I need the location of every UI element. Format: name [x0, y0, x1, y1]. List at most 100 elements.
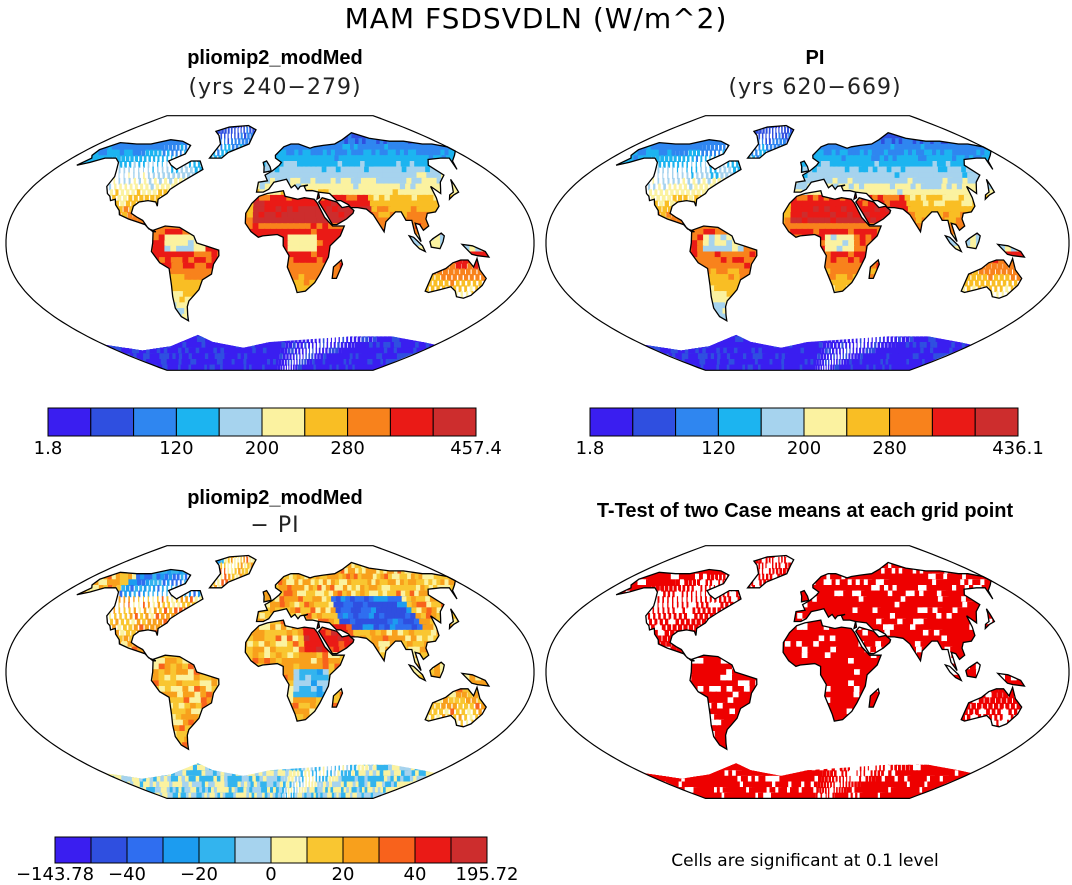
grid-cell	[328, 347, 332, 355]
grid-cell	[160, 183, 165, 191]
grid-cell	[37, 201, 40, 208]
grid-cell	[340, 234, 348, 242]
grid-cell	[258, 257, 266, 264]
grid-cell	[314, 127, 324, 134]
grid-cell	[444, 291, 447, 298]
grid-cell	[325, 132, 335, 140]
grid-cell	[194, 308, 203, 315]
grid-cell	[241, 262, 248, 270]
grid-cell	[218, 166, 223, 174]
grid-cell	[318, 149, 327, 157]
grid-cell	[298, 125, 307, 129]
grid-cell	[70, 167, 74, 174]
grid-cell	[275, 206, 283, 213]
grid-cell	[182, 291, 192, 298]
grid-cell	[746, 127, 750, 134]
grid-cell	[270, 313, 276, 321]
grid-cell	[310, 228, 318, 236]
grid-cell	[316, 183, 325, 191]
grid-cell	[684, 149, 688, 157]
grid-cell	[158, 251, 166, 259]
grid-cell	[252, 251, 260, 259]
grid-cell	[493, 235, 500, 242]
grid-cell	[458, 200, 469, 208]
grid-cell	[427, 319, 431, 327]
grid-cell	[784, 132, 788, 140]
grid-cell	[442, 200, 452, 208]
grid-cell	[235, 217, 242, 225]
grid-cell	[788, 172, 794, 179]
grid-cell	[167, 211, 173, 219]
grid-cell	[76, 274, 80, 281]
grid-cell	[308, 330, 312, 338]
grid-cell	[184, 155, 186, 162]
grid-cell	[391, 336, 397, 344]
grid-cell	[828, 155, 836, 162]
grid-cell	[204, 319, 213, 327]
grid-cell	[252, 240, 260, 247]
grid-cell	[472, 177, 485, 185]
grid-cell	[866, 127, 877, 134]
grid-cell	[334, 330, 336, 338]
grid-cell	[66, 257, 74, 264]
grid-cell	[817, 125, 824, 129]
grid-cell	[290, 364, 292, 371]
grid-cell	[214, 200, 221, 208]
grid-cell	[109, 285, 119, 293]
grid-cell	[184, 330, 194, 338]
grid-cell	[281, 127, 288, 134]
grid-cell	[265, 166, 271, 174]
grid-cell	[405, 206, 414, 213]
grid-cell	[195, 268, 203, 276]
grid-cell	[377, 313, 380, 321]
grid-cell	[299, 370, 303, 377]
grid-cell	[276, 132, 282, 140]
grid-cell	[346, 291, 351, 298]
grid-cell	[499, 291, 500, 298]
grid-cell	[284, 319, 289, 327]
grid-cell	[185, 206, 192, 213]
grid-cell	[492, 285, 494, 292]
grid-cell	[415, 183, 426, 191]
grid-cell	[270, 206, 277, 213]
grid-cell	[381, 251, 388, 259]
grid-cell	[311, 302, 317, 310]
grid-cell	[264, 211, 271, 219]
grid-cell	[232, 166, 237, 174]
grid-cell	[504, 274, 508, 281]
grid-cell	[201, 138, 204, 145]
grid-cell	[254, 296, 261, 304]
grid-cell	[83, 172, 86, 179]
grid-cell	[134, 206, 140, 213]
grid-cell	[123, 206, 129, 213]
grid-cell	[301, 359, 304, 366]
grid-cell	[477, 177, 489, 185]
grid-cell	[287, 228, 295, 236]
grid-cell	[151, 279, 161, 287]
grid-cell	[839, 138, 847, 145]
grid-cell	[121, 342, 137, 349]
grid-cell	[263, 132, 268, 140]
grid-cell	[188, 291, 197, 298]
grid-cell	[843, 132, 851, 140]
grid-cell	[211, 370, 223, 377]
grid-cell	[894, 172, 904, 179]
grid-cell	[320, 127, 330, 134]
grid-cell	[354, 319, 357, 327]
grid-cell	[319, 285, 326, 293]
grid-cell	[193, 161, 196, 168]
grid-cell	[441, 183, 453, 191]
grid-cell	[652, 177, 655, 185]
grid-cell	[47, 240, 54, 247]
grid-cell	[356, 217, 364, 225]
grid-cell	[84, 206, 89, 213]
grid-cell	[128, 172, 130, 179]
grid-cell	[344, 268, 351, 276]
grid-cell	[342, 183, 351, 191]
grid-cell	[298, 206, 306, 213]
grid-cell	[252, 138, 256, 145]
grid-cell	[422, 234, 430, 242]
grid-cell	[406, 194, 416, 202]
grid-cell	[275, 308, 281, 315]
grid-cell	[199, 194, 205, 202]
